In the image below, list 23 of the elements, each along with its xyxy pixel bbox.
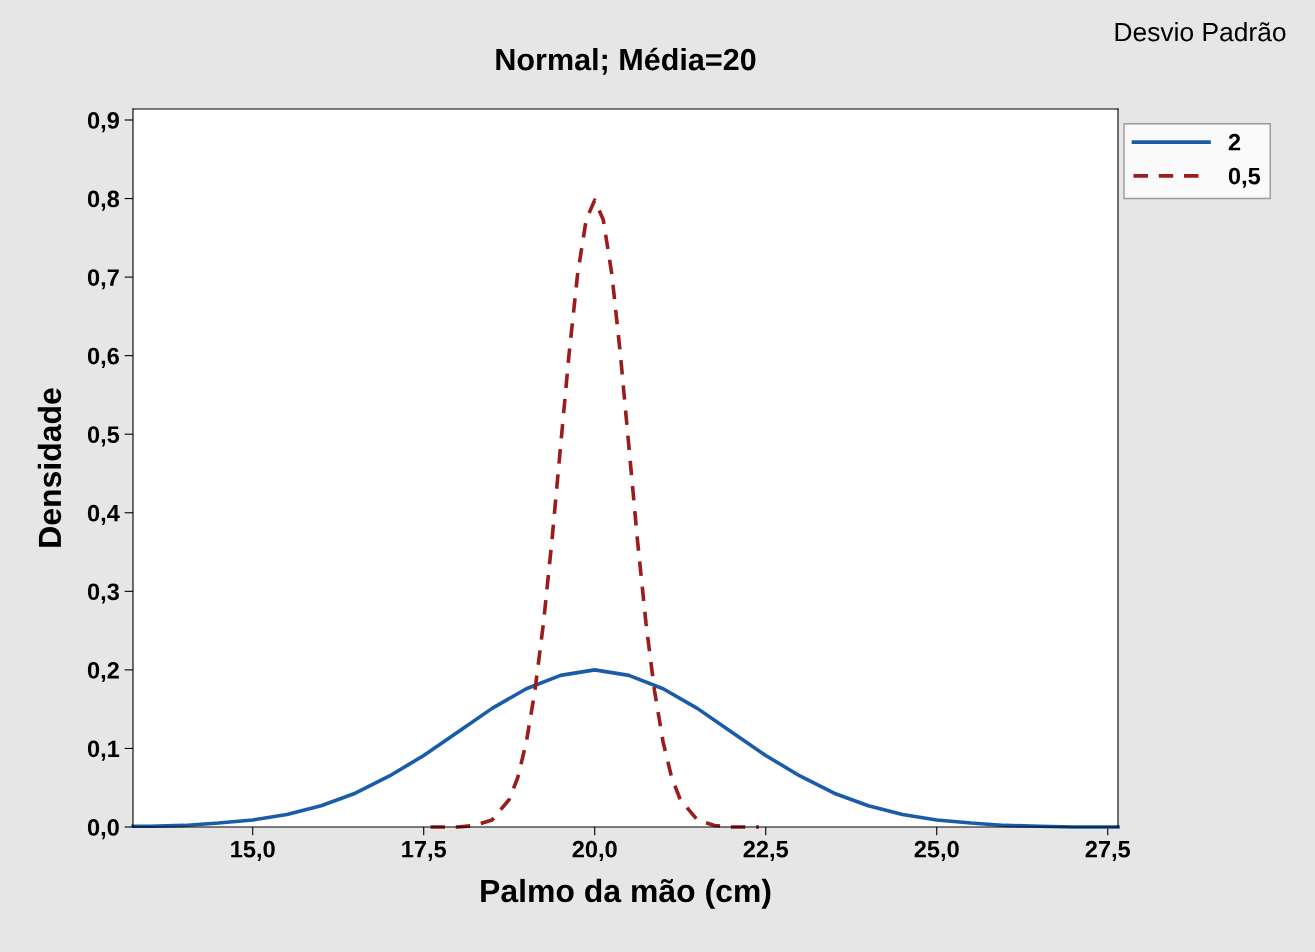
y-tick-label: 0,8 — [87, 190, 120, 211]
y-tick-label: 0,6 — [87, 347, 119, 368]
x-tick-label: 25,0 — [914, 840, 959, 861]
legend-title: Desvio Padrão — [1115, 22, 1286, 42]
x-axis-title: Palmo da mão (cm) — [481, 878, 771, 909]
y-tick-label: 0,0 — [87, 819, 119, 840]
y-tick-label: 0,9 — [87, 112, 119, 133]
y-tick-label: 0,7 — [87, 269, 119, 290]
chart-title: Normal; Média=20 — [496, 47, 756, 75]
y-tick-label: 0,4 — [87, 504, 120, 525]
y-tick-label: 0,5 — [87, 426, 120, 447]
line-series — [428, 198, 761, 829]
y-tick-label: 0,2 — [87, 661, 119, 683]
y-axis-title: Densidade — [37, 388, 62, 547]
x-tick-label: 27,5 — [1085, 840, 1131, 861]
y-tick-label: 0,1 — [87, 740, 120, 761]
x-tick-label: 15,0 — [231, 840, 275, 861]
legend-label: 0,5 — [1228, 167, 1261, 188]
y-tick-label: 0,3 — [87, 583, 119, 604]
x-tick-label: 17,5 — [402, 841, 447, 861]
legend-label: 2 — [1228, 133, 1241, 151]
x-tick-label: 22,5 — [743, 840, 789, 861]
x-tick-label: 20,0 — [572, 840, 617, 861]
